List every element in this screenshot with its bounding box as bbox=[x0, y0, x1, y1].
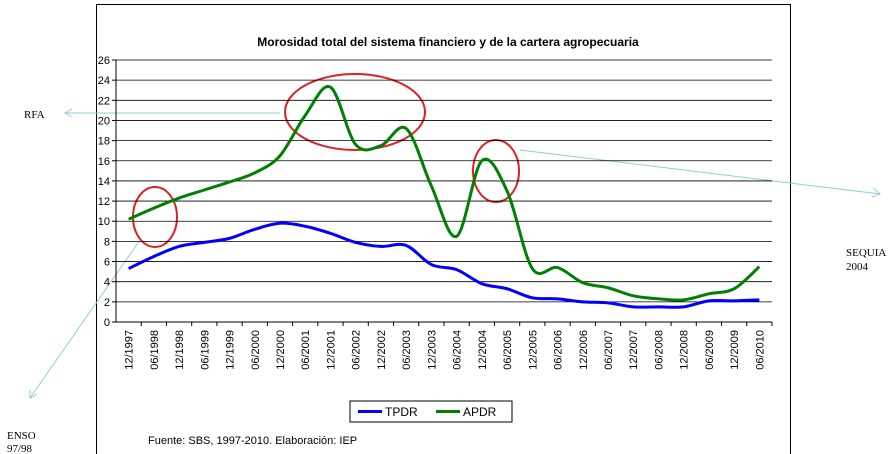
x-tick-label: 12/2004 bbox=[477, 330, 489, 370]
y-tick-label: 2 bbox=[104, 297, 110, 309]
y-tick-label: 10 bbox=[98, 216, 110, 228]
annotation-arrows bbox=[29, 108, 881, 399]
x-tick-label: 06/2010 bbox=[754, 330, 766, 370]
x-tick-label: 06/2003 bbox=[401, 330, 413, 370]
y-tick-label: 0 bbox=[104, 317, 110, 329]
y-tick-label: 4 bbox=[104, 277, 110, 289]
x-tick-label: 06/2001 bbox=[300, 330, 312, 370]
source: Fuente: SBS, 1997-2010. Elaboración: IEP bbox=[148, 435, 357, 447]
x-tick-label: 12/2001 bbox=[325, 330, 337, 370]
y-tick-label: 6 bbox=[104, 257, 110, 269]
x-tick-label: 06/2007 bbox=[603, 330, 615, 370]
x-tick-label: 06/2002 bbox=[351, 330, 363, 370]
x-tick-label: 12/1997 bbox=[124, 330, 136, 370]
y-tick-label: 22 bbox=[98, 95, 110, 107]
annotation: ENSO bbox=[7, 430, 36, 442]
y-tick-label: 26 bbox=[98, 55, 110, 67]
x-tick-label: 12/1999 bbox=[225, 330, 237, 370]
annotation: SEQUIA bbox=[846, 247, 886, 259]
x-tick-label: 12/2000 bbox=[275, 330, 287, 370]
chart-title: Morosidad total del sistema financiero y… bbox=[257, 35, 639, 49]
y-tick-label: 14 bbox=[98, 176, 110, 188]
y-tick-label: 18 bbox=[98, 136, 110, 148]
line bbox=[128, 85, 761, 302]
x-tick-label: 06/1998 bbox=[149, 330, 161, 370]
x-tick-label: 06/2008 bbox=[653, 330, 665, 370]
annotation: RFA bbox=[24, 109, 45, 121]
legend-box bbox=[349, 400, 513, 423]
x-tick-label: 12/2007 bbox=[628, 330, 640, 370]
x-tick-label: 12/2006 bbox=[578, 330, 590, 370]
x-tick-label: 06/2000 bbox=[250, 330, 262, 370]
legend-label: TPDR bbox=[385, 405, 418, 419]
line bbox=[127, 221, 760, 309]
x-tick-label: 12/2002 bbox=[376, 330, 388, 370]
x-tick-label: 06/2005 bbox=[502, 330, 514, 370]
x-tick-label: 12/2003 bbox=[426, 330, 438, 370]
x-tick-label: 12/2009 bbox=[729, 330, 741, 370]
y-tick-label: 16 bbox=[98, 156, 110, 168]
x-tick-label: 12/2008 bbox=[679, 330, 691, 370]
annotation: 2004 bbox=[846, 261, 869, 273]
x-tick-label: 12/2005 bbox=[527, 330, 539, 370]
y-tick-label: 8 bbox=[104, 236, 110, 248]
y-tick-label: 24 bbox=[98, 75, 110, 87]
highlight-ellipses bbox=[132, 73, 520, 248]
x-tick-label: 12/1998 bbox=[174, 330, 186, 370]
x-tick-label: 06/2009 bbox=[704, 330, 716, 370]
x-tick-label: 06/1999 bbox=[199, 330, 211, 370]
legend-label: APDR bbox=[463, 405, 497, 419]
y-tick-label: 12 bbox=[98, 196, 110, 208]
annotation: 97/98 bbox=[7, 443, 33, 454]
chart-border bbox=[96, 4, 791, 454]
x-tick-label: 06/2006 bbox=[553, 330, 565, 370]
x-tick-label: 06/2004 bbox=[452, 330, 464, 370]
y-tick-label: 20 bbox=[98, 115, 110, 127]
